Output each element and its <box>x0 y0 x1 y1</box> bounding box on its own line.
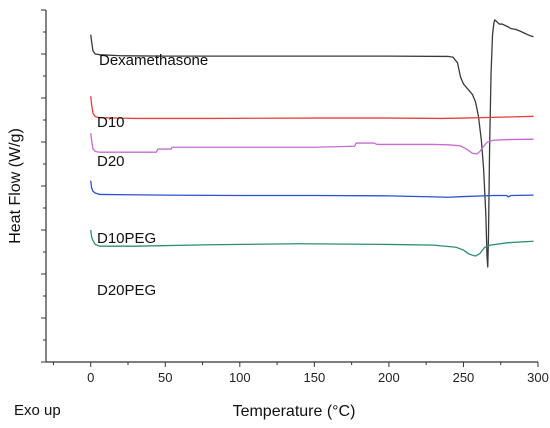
series-label-d10peg: D10PEG <box>97 230 156 247</box>
series-label-d20peg: D20PEG <box>97 282 156 299</box>
series-label-d20: D20 <box>97 153 125 170</box>
x-tick-label: 300 <box>527 370 549 385</box>
series-line-d20 <box>90 133 534 155</box>
x-tick-label: 50 <box>158 370 172 385</box>
axes: 0 50 100 150 200 250 300 <box>41 9 549 385</box>
series-label-d10: D10 <box>97 114 125 131</box>
x-tick-label: 200 <box>378 370 400 385</box>
x-axis-title: Temperature (°C) <box>233 403 356 420</box>
series-line-d10peg <box>90 180 534 198</box>
x-tick-label: 100 <box>229 370 251 385</box>
x-tick-label: 250 <box>453 370 475 385</box>
series-line-d20peg <box>90 229 534 257</box>
x-axis-ticks: 0 50 100 150 200 250 300 <box>52 362 549 385</box>
x-tick-label: 0 <box>87 370 94 385</box>
y-axis-ticks <box>41 9 46 363</box>
series-line-dexamethasone <box>90 19 534 268</box>
series-group <box>90 19 534 268</box>
x-tick-label: 150 <box>304 370 326 385</box>
y-axis-title: Heat Flow (W/g) <box>7 128 24 244</box>
series-label-dexamethasone: Dexamethasone <box>99 52 208 69</box>
series-labels: Dexamethasone D10 D20 D10PEG D20PEG <box>97 52 208 299</box>
exo-up-note: Exo up <box>14 402 61 419</box>
series-line-d10 <box>90 96 534 120</box>
